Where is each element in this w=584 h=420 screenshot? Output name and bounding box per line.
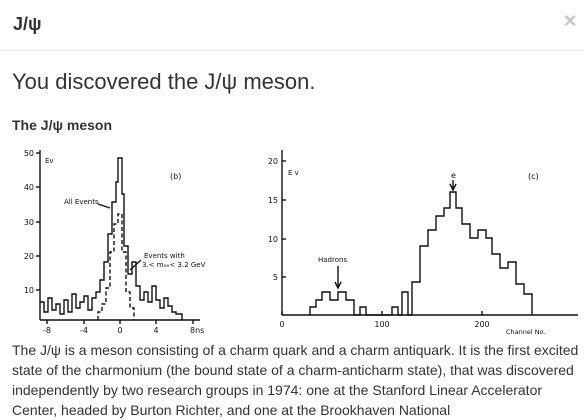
cut-events-histogram xyxy=(97,213,135,320)
right-panel-text: 20 15 10 5 E v 0 100 200 Channel No. (c)… xyxy=(268,157,546,336)
right-y-unit: E v xyxy=(288,169,299,177)
channel-histogram xyxy=(309,191,533,316)
left-y-tick-label: 20 xyxy=(24,252,34,261)
cut-events-annotation-1: Events with xyxy=(144,252,185,260)
all-events-histogram xyxy=(40,157,183,320)
histogram-figure: 50 40 30 20 10 Ev -8 -4 0 4 8ns (b) All … xyxy=(24,149,578,336)
left-y-tick-label: 10 xyxy=(24,286,34,295)
hadrons-annotation: Hadrons xyxy=(318,256,347,264)
right-histogram-panel xyxy=(281,150,578,316)
e-arrowhead xyxy=(449,183,457,192)
left-panel-text: 50 40 30 20 10 Ev -8 -4 0 4 8ns (b) All … xyxy=(24,149,206,335)
right-panel-label: (c) xyxy=(528,172,539,181)
left-y-unit: Ev xyxy=(45,157,54,165)
modal-title: J/ψ xyxy=(13,14,42,34)
left-x-tick-label: 4 xyxy=(153,326,158,335)
all-events-annotation: All Events xyxy=(64,198,99,206)
meson-description: The J/ψ is a meson consisting of a charm… xyxy=(12,342,579,418)
left-y-tick-label: 40 xyxy=(24,183,34,192)
right-x-unit: Channel No. xyxy=(506,328,546,336)
cut-events-leader xyxy=(129,259,142,271)
discovery-headline: You discovered the J/ψ meson. xyxy=(12,69,316,94)
cut-events-annotation-2: 3.< mₑₑ< 3.2 GeV xyxy=(142,261,206,269)
left-y-tick-label: 50 xyxy=(24,149,34,158)
left-x-tick-label: 8ns xyxy=(190,326,204,335)
right-x-tick-label: 0 xyxy=(279,320,284,329)
left-panel-label: (b) xyxy=(170,172,181,181)
e-annotation: e xyxy=(451,171,456,180)
right-x-tick-label: 200 xyxy=(474,320,489,329)
left-y-tick-label: 30 xyxy=(24,218,34,227)
all-events-leader xyxy=(97,203,111,209)
right-y-tick-label: 10 xyxy=(268,235,278,244)
left-x-tick-label: -8 xyxy=(43,326,51,335)
close-icon[interactable]: × xyxy=(563,8,577,33)
left-x-tick-label: -4 xyxy=(80,326,88,335)
right-y-tick-label: 5 xyxy=(273,273,278,282)
right-x-tick-label: 100 xyxy=(374,320,389,329)
discovery-figure: 50 40 30 20 10 Ev -8 -4 0 4 8ns (b) All … xyxy=(10,142,582,338)
left-histogram-panel xyxy=(36,150,200,324)
right-y-tick-label: 15 xyxy=(268,196,278,205)
modal-header: J/ψ × xyxy=(0,0,584,51)
hadrons-arrowhead xyxy=(334,281,342,290)
section-title: The J/ψ meson xyxy=(12,117,113,133)
right-y-tick-label: 20 xyxy=(268,157,278,166)
left-x-tick-label: 0 xyxy=(117,326,122,335)
